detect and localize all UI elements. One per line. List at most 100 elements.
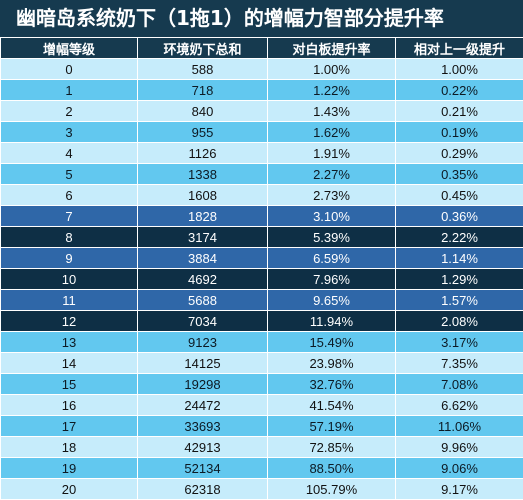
cell-level: 6: [1, 185, 138, 206]
cell-vs-base: 11.94%: [268, 311, 396, 332]
cell-vs-prev: 0.29%: [396, 143, 523, 164]
cell-vs-base: 5.39%: [268, 227, 396, 248]
cell-total: 33693: [138, 416, 268, 437]
cell-level: 3: [1, 122, 138, 143]
table-figure: 幽暗岛系统奶下（1拖1）的增幅力智部分提升率 增幅等级 环境奶下总和 对白板提升…: [0, 0, 523, 479]
cell-total: 9123: [138, 332, 268, 353]
cell-total: 19298: [138, 374, 268, 395]
cell-vs-prev: 0.19%: [396, 122, 523, 143]
cell-vs-prev: 0.21%: [396, 101, 523, 122]
cell-vs-base: 6.59%: [268, 248, 396, 269]
cell-vs-base: 32.76%: [268, 374, 396, 395]
cell-level: 1: [1, 80, 138, 101]
cell-total: 1338: [138, 164, 268, 185]
cell-total: 588: [138, 59, 268, 80]
cell-level: 12: [1, 311, 138, 332]
cell-total: 840: [138, 101, 268, 122]
cell-vs-base: 105.79%: [268, 479, 396, 500]
cell-total: 5688: [138, 290, 268, 311]
cell-level: 9: [1, 248, 138, 269]
cell-vs-base: 15.49%: [268, 332, 396, 353]
header-row: 增幅等级 环境奶下总和 对白板提升率 相对上一级提升: [1, 38, 523, 59]
cell-total: 62318: [138, 479, 268, 500]
cell-vs-prev: 2.22%: [396, 227, 523, 248]
cell-total: 4692: [138, 269, 268, 290]
cell-vs-prev: 9.96%: [396, 437, 523, 458]
cell-level: 7: [1, 206, 138, 227]
cell-total: 1126: [138, 143, 268, 164]
cell-vs-base: 7.96%: [268, 269, 396, 290]
cell-total: 1828: [138, 206, 268, 227]
cell-vs-base: 57.19%: [268, 416, 396, 437]
cell-vs-prev: 0.35%: [396, 164, 523, 185]
cell-level: 0: [1, 59, 138, 80]
cell-vs-base: 88.50%: [268, 458, 396, 479]
cell-level: 4: [1, 143, 138, 164]
cell-level: 10: [1, 269, 138, 290]
cell-level: 14: [1, 353, 138, 374]
cell-level: 17: [1, 416, 138, 437]
cell-vs-base: 2.73%: [268, 185, 396, 206]
cell-total: 7034: [138, 311, 268, 332]
cell-vs-prev: 1.29%: [396, 269, 523, 290]
cell-total: 955: [138, 122, 268, 143]
cell-level: 19: [1, 458, 138, 479]
cell-level: 8: [1, 227, 138, 248]
cell-vs-base: 41.54%: [268, 395, 396, 416]
cell-vs-prev: 0.22%: [396, 80, 523, 101]
cell-total: 42913: [138, 437, 268, 458]
cell-vs-base: 1.62%: [268, 122, 396, 143]
cell-vs-prev: 6.62%: [396, 395, 523, 416]
cell-level: 18: [1, 437, 138, 458]
cell-level: 5: [1, 164, 138, 185]
cell-vs-base: 23.98%: [268, 353, 396, 374]
header-total: 环境奶下总和: [138, 38, 268, 59]
cell-level: 11: [1, 290, 138, 311]
cell-vs-base: 3.10%: [268, 206, 396, 227]
cell-total: 718: [138, 80, 268, 101]
cell-vs-base: 2.27%: [268, 164, 396, 185]
cell-total: 24472: [138, 395, 268, 416]
cell-vs-base: 1.22%: [268, 80, 396, 101]
cell-vs-prev: 3.17%: [396, 332, 523, 353]
header-vs-base: 对白板提升率: [268, 38, 396, 59]
cell-vs-base: 1.00%: [268, 59, 396, 80]
cell-level: 2: [1, 101, 138, 122]
header-vs-prev: 相对上一级提升: [396, 38, 523, 59]
cell-vs-prev: 9.17%: [396, 479, 523, 500]
cell-vs-prev: 2.08%: [396, 311, 523, 332]
cell-vs-prev: 0.45%: [396, 185, 523, 206]
table-title: 幽暗岛系统奶下（1拖1）的增幅力智部分提升率: [0, 0, 523, 37]
cell-level: 20: [1, 479, 138, 500]
cell-vs-base: 1.43%: [268, 101, 396, 122]
cell-total: 1608: [138, 185, 268, 206]
cell-vs-base: 1.91%: [268, 143, 396, 164]
cell-vs-base: 72.85%: [268, 437, 396, 458]
cell-level: 16: [1, 395, 138, 416]
header-level: 增幅等级: [1, 38, 138, 59]
cell-level: 15: [1, 374, 138, 395]
cell-vs-prev: 11.06%: [396, 416, 523, 437]
cell-vs-prev: 7.35%: [396, 353, 523, 374]
